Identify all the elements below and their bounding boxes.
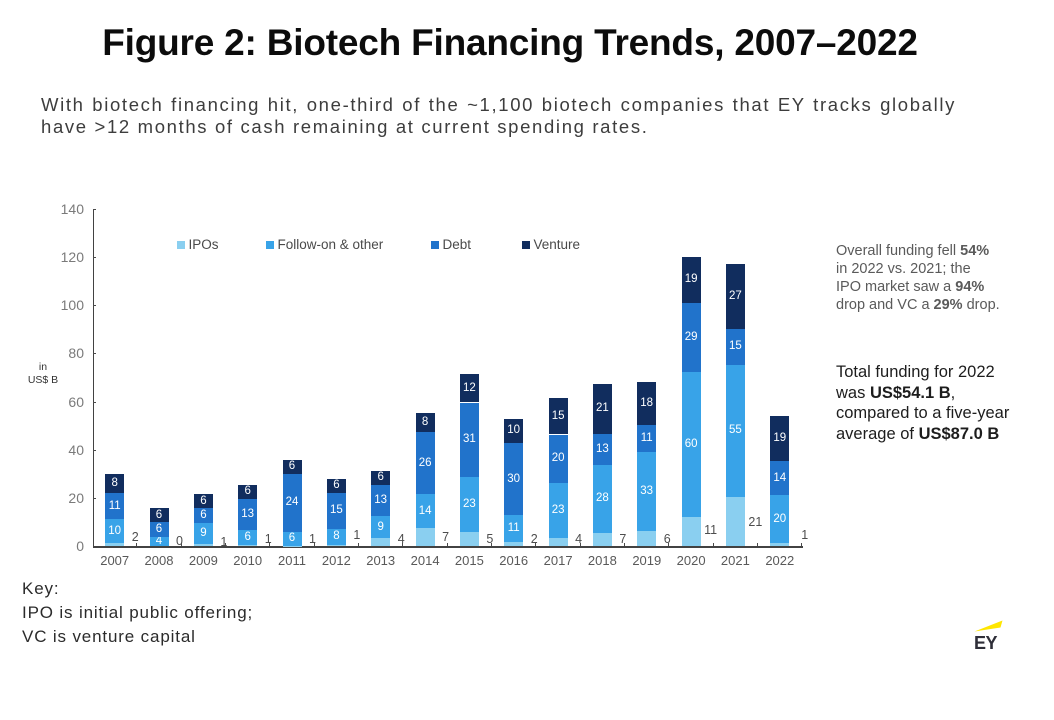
- svg-text:EY: EY: [974, 633, 998, 653]
